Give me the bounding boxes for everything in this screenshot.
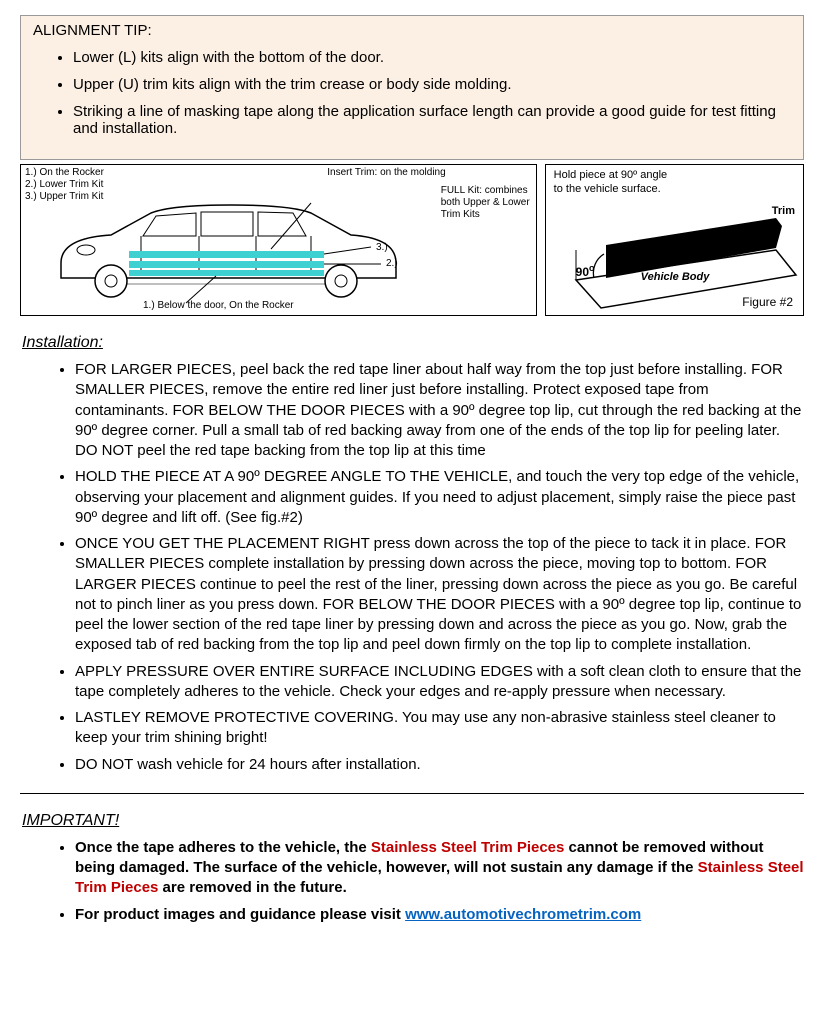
figure-1-car: 1.) On the Rocker 2.) Lower Trim Kit 3.)… (20, 164, 537, 316)
important-list: Once the tape adheres to the vehicle, th… (20, 838, 804, 925)
fig2-angle: 90 (576, 265, 589, 279)
install-item: DO NOT wash vehicle for 24 hours after i… (75, 755, 804, 775)
separator (20, 793, 804, 794)
installation-list: FOR LARGER PIECES, peel back the red tap… (20, 360, 804, 775)
important-item: For product images and guidance please v… (75, 905, 804, 925)
car-icon (31, 193, 431, 313)
tip-item: Lower (L) kits align with the bottom of … (73, 49, 791, 66)
tip-item: Upper (U) trim kits align with the trim … (73, 76, 791, 93)
important-text: For product images and guidance please v… (75, 906, 405, 923)
fig1-callout: 3.) (376, 242, 388, 253)
install-item: ONCE YOU GET THE PLACEMENT RIGHT press d… (75, 534, 804, 656)
tip-item: Striking a line of masking tape along th… (73, 103, 791, 137)
fig2-text: Hold piece at 90º angle (554, 169, 668, 183)
fig1-callout: 2.) (386, 258, 398, 269)
fig1-fullkit: Trim Kits (441, 209, 530, 221)
install-item: APPLY PRESSURE OVER ENTIRE SURFACE INCLU… (75, 662, 804, 703)
install-item: LASTLEY REMOVE PROTECTIVE COVERING. You … (75, 708, 804, 749)
fig1-bottom-label: 1.) Below the door, On the Rocker (143, 300, 294, 311)
important-text: Once the tape adheres to the vehicle, th… (75, 839, 371, 856)
tip-list: Lower (L) kits align with the bottom of … (33, 49, 791, 137)
fig1-legend: 1.) On the Rocker (25, 167, 104, 179)
figure-2-angle: Hold piece at 90º angle to the vehicle s… (545, 164, 804, 316)
fig1-fullkit: both Upper & Lower (441, 197, 530, 209)
installation-heading: Installation: (22, 334, 804, 352)
alignment-tip-box: ALIGNMENT TIP: Lower (L) kits align with… (20, 15, 804, 160)
fig2-trim-label: Trim (772, 205, 795, 217)
important-heading: IMPORTANT! (22, 812, 804, 830)
important-text: are removed in the future. (158, 879, 346, 896)
fig2-figure-label: Figure #2 (742, 295, 793, 309)
fig1-fullkit: FULL Kit: combines (441, 185, 530, 197)
fig1-top-label: Insert Trim: on the molding (327, 167, 445, 178)
tip-title: ALIGNMENT TIP: (33, 22, 791, 39)
fig1-legend: 2.) Lower Trim Kit (25, 179, 104, 191)
fig2-body-label: Vehicle Body (641, 271, 710, 283)
important-item: Once the tape adheres to the vehicle, th… (75, 838, 804, 899)
product-link[interactable]: www.automotivechrometrim.com (405, 906, 641, 923)
figures-row: 1.) On the Rocker 2.) Lower Trim Kit 3.)… (20, 164, 804, 316)
highlight-red: Stainless Steel Trim Pieces (371, 839, 564, 856)
fig2-text: to the vehicle surface. (554, 183, 668, 197)
install-item: FOR LARGER PIECES, peel back the red tap… (75, 360, 804, 461)
install-item: HOLD THE PIECE AT A 90º DEGREE ANGLE TO … (75, 467, 804, 528)
